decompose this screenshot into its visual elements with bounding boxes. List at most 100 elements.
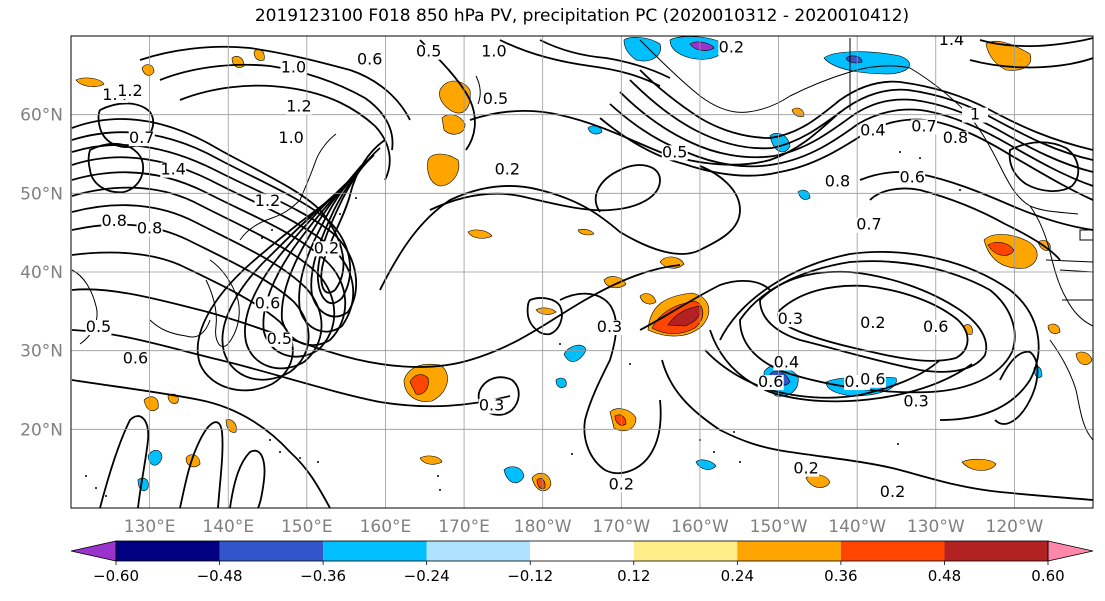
contour-label-bg [254, 296, 281, 312]
contour-label: 0.2 [495, 160, 520, 179]
precip-blob [1075, 351, 1093, 366]
precip-blob [639, 293, 657, 305]
latitude-labels: 60°N 50°N 40°N 30°N 20°N [20, 106, 63, 441]
contour-label: 0.7 [856, 215, 881, 234]
precip-blob [563, 344, 587, 362]
coastline [639, 39, 791, 113]
pv-contour [969, 57, 1093, 69]
contour-label-bg [962, 107, 989, 123]
contour-label: 0.3 [778, 309, 803, 328]
precip-blob [503, 466, 525, 484]
contour-label: 0.6 [357, 50, 382, 69]
coastline [299, 133, 337, 201]
lon-label: 140°W [828, 517, 886, 537]
precip-blob [419, 455, 443, 465]
contour-label: 0.5 [662, 142, 687, 161]
colorbar-swatch [633, 541, 738, 561]
contour-label: 1.0 [278, 128, 303, 147]
contour-label: 0.8 [102, 211, 127, 230]
contour-label: 0.3 [597, 317, 622, 336]
pv-contour [71, 264, 681, 368]
contour-label-bg [899, 170, 926, 186]
pv-contour [499, 39, 661, 87]
contour-label: 0.5 [267, 329, 292, 348]
pv-contour [429, 164, 661, 213]
pv-contour [979, 37, 1093, 47]
lon-label: 120°W [986, 517, 1044, 537]
colorbar-label: 0.60 [1031, 567, 1064, 585]
contour-label-bg [661, 145, 688, 161]
colorbar-outline [115, 540, 1049, 562]
contour-label-bg [793, 461, 820, 477]
contour-label: 0.6 [255, 293, 280, 312]
contour-label: 0.2 [880, 482, 905, 501]
precip-blob [587, 125, 603, 135]
precip-blob [147, 449, 163, 466]
contour-label-bg [122, 351, 149, 367]
precip-blob [427, 153, 460, 187]
pv-contour [704, 349, 941, 399]
contour-label: 0.5 [416, 42, 441, 61]
contour-label-bg [266, 331, 293, 347]
precip-blob [75, 77, 105, 87]
colorbar-swatch [840, 541, 945, 561]
contour-label: 0.8 [825, 171, 850, 190]
contour-label-bg [859, 123, 886, 139]
contour-label: 0.2 [793, 459, 818, 478]
coastline [1059, 269, 1093, 301]
precip-blob [409, 374, 429, 395]
contour-label: 1.2 [255, 191, 280, 210]
contour-label: 0.8 [943, 128, 968, 147]
contour-label: 0.2 [609, 474, 634, 493]
pv-contour [71, 193, 339, 392]
contour-label: 1.0 [481, 42, 506, 61]
colorbar-label: −0.48 [197, 567, 243, 585]
contour-label: 0.2 [860, 313, 885, 332]
contour-label-bg [128, 131, 155, 147]
colorbar-swatch [323, 541, 427, 561]
lon-label: 140°E [202, 517, 254, 537]
island-dots [85, 151, 961, 497]
contour-label-bg [136, 221, 163, 237]
contour-label-bg [101, 213, 128, 229]
contour-label-bg [608, 477, 635, 493]
contour-label: 0.6 [123, 348, 148, 367]
pv-contour [71, 171, 359, 358]
coastline [239, 199, 301, 241]
lon-label: 150°E [281, 517, 333, 537]
contour-label-bg [415, 44, 442, 60]
contour-label-bg [313, 241, 340, 257]
lon-label: 170°W [592, 517, 650, 537]
colorbar-extend-low [70, 540, 117, 562]
pv-contour [559, 292, 662, 475]
pv-contour [709, 329, 973, 403]
lat-label: 40°N [20, 263, 63, 283]
contour-label: 1.4 [160, 160, 185, 179]
contour-label-bg [596, 320, 623, 335]
contour-label: 0.6 [758, 372, 783, 391]
pv-contour [994, 350, 1039, 425]
contour-label: 0.7 [911, 116, 936, 135]
contour-label-bg [116, 84, 143, 99]
pv-contour [661, 359, 1093, 501]
contour-label: 0.3 [479, 396, 504, 415]
colorbar-swatch [944, 541, 1048, 561]
colorbar-swatch [116, 541, 220, 561]
contour-label: 0.6 [860, 370, 885, 389]
contour-label-bg [777, 312, 804, 328]
coastline [1029, 205, 1093, 327]
contour-label-bg [910, 119, 937, 135]
colorbar-label: −0.60 [93, 567, 139, 585]
contour-label-bg [718, 40, 745, 56]
pv-contour [639, 279, 771, 331]
colorbar-label: 0.24 [721, 567, 754, 585]
lat-label: 30°N [20, 342, 63, 362]
coastline [1079, 229, 1093, 241]
contour-label: 0.4 [774, 352, 799, 371]
colorbar-label: −0.24 [404, 567, 450, 585]
colorbar-label: −0.12 [507, 567, 553, 585]
contour-label: 1.2 [286, 97, 311, 116]
coastline [1045, 259, 1093, 263]
contour-label: 0.2 [314, 238, 339, 257]
lon-label: 130°E [124, 517, 176, 537]
